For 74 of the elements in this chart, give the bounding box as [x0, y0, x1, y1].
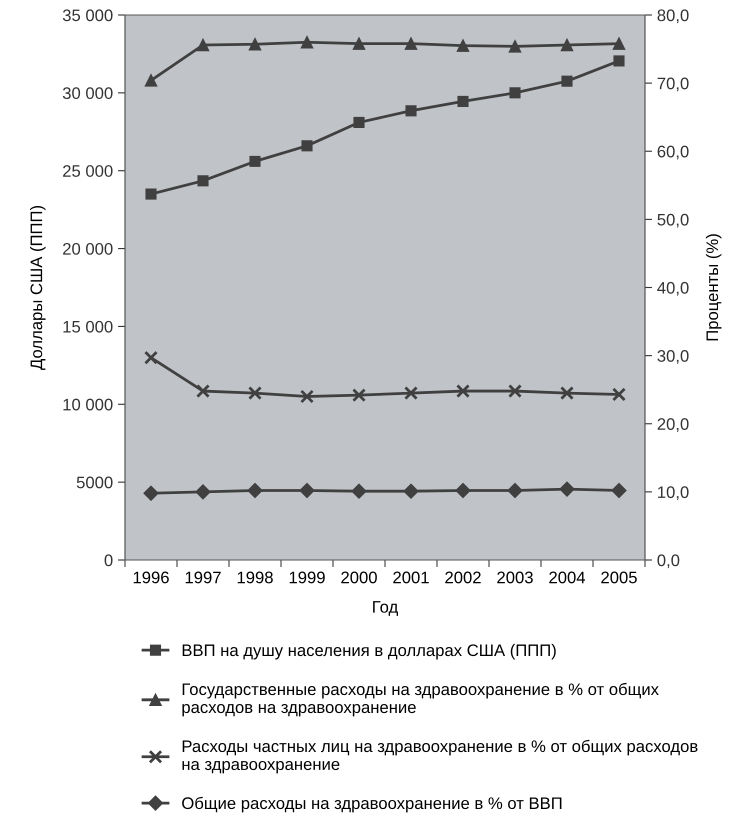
y-tick-label: 35 000: [62, 9, 113, 22]
y2-tick-label: 0,0: [657, 554, 680, 568]
y2-tick-label: 10,0: [658, 486, 689, 500]
point: [247, 482, 263, 498]
x-tick-label: 2005: [601, 572, 637, 584]
y2-tick-label: 30,0: [657, 350, 689, 364]
y2-tick-label: 60,0: [658, 146, 689, 160]
y-tick-label: 10 000: [63, 398, 113, 410]
point: [457, 96, 469, 107]
y2-tick-label: 50,0: [657, 214, 689, 228]
point: [405, 105, 417, 116]
point: [197, 175, 209, 186]
point: [508, 384, 522, 398]
x-tick-label: 2002: [445, 572, 481, 584]
point: [612, 388, 626, 402]
y2-tick-label: 70,0: [658, 78, 689, 92]
legend-label: Расходы частных лиц на здравоохранение в % от общих расходов на здравоохранение: [182, 740, 698, 774]
point: [456, 39, 470, 52]
x-tick-label: 1997: [186, 572, 221, 584]
point: [195, 484, 211, 500]
point: [509, 87, 521, 98]
point: [196, 38, 210, 52]
y-axis-title: Доллары США (ППП): [30, 206, 46, 370]
point: [455, 482, 471, 498]
x-tick-label: 2000: [341, 572, 377, 584]
point: [196, 384, 210, 398]
point: [300, 36, 314, 48]
y-tick-label: 30 000: [62, 87, 113, 100]
point: [559, 482, 575, 497]
y-tick-label: 0: [104, 554, 113, 566]
point: [352, 37, 366, 50]
point: [560, 38, 574, 52]
point: [613, 55, 625, 66]
point: [248, 38, 262, 51]
point: [248, 386, 262, 400]
point: [456, 384, 470, 398]
point: [403, 484, 419, 499]
point: [301, 140, 313, 152]
x-tick-label: 2004: [549, 572, 586, 584]
y-tick-label: 5000: [76, 476, 113, 488]
point: [351, 484, 367, 499]
y-tick-label: 15 000: [63, 320, 113, 333]
legend-label: Государственные расходы на здравоохранение в % от общих расходов на здравоохранение: [182, 682, 659, 716]
x-axis-title: Год: [373, 601, 398, 616]
point: [507, 482, 523, 498]
point: [612, 37, 626, 50]
x-tick-label: 1999: [290, 572, 325, 584]
y-tick-label: 25 000: [63, 165, 113, 177]
x-tick-label: 2001: [393, 572, 429, 584]
point: [560, 386, 574, 400]
y2-tick-label: 40,0: [657, 282, 689, 296]
point: [145, 188, 157, 200]
x-tick-label: 2003: [497, 572, 533, 584]
x-tick-label: 1998: [238, 572, 273, 584]
point: [300, 390, 314, 404]
point: [299, 482, 315, 498]
y-tick-label: 20 000: [63, 242, 113, 255]
y2-axis-title: Проценты (%): [706, 234, 722, 340]
point: [144, 350, 158, 365]
point: [611, 482, 627, 498]
point: [353, 116, 365, 128]
legend-label: ВВП на душу населения в долларах США (ППП): [182, 644, 556, 660]
y2-tick-label: 80,0: [658, 9, 689, 24]
point: [404, 37, 418, 50]
point: [352, 388, 366, 402]
point: [508, 40, 522, 53]
point: [404, 386, 418, 400]
y2-tick-label: 20,0: [658, 418, 689, 432]
point: [144, 74, 158, 87]
legend-label: Общие расходы на здравоохранение в % от ВВП: [182, 796, 562, 812]
point: [249, 156, 261, 167]
x-tick-label: 1996: [134, 572, 169, 584]
point: [143, 486, 159, 501]
point: [561, 76, 573, 87]
